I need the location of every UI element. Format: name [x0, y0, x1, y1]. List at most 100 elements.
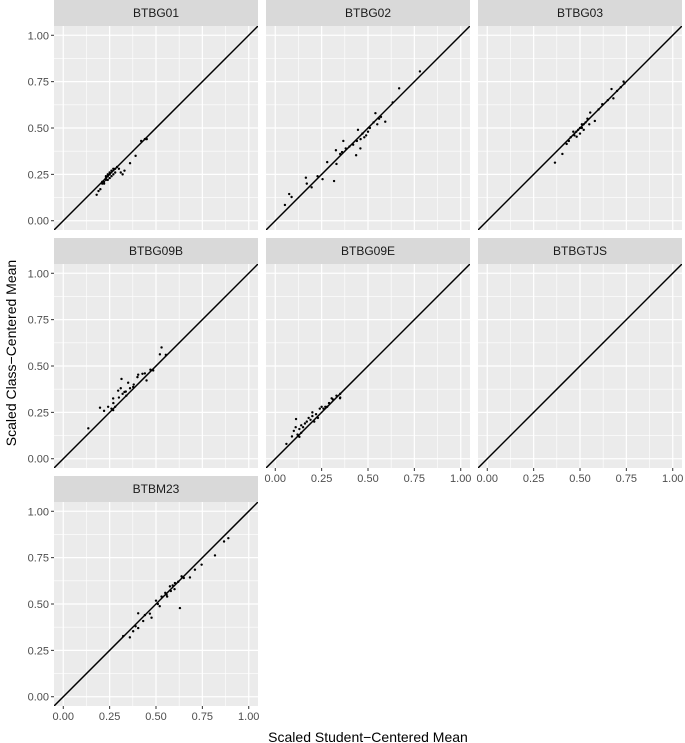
x-tick-label: 0.00 [477, 473, 498, 485]
data-point [311, 414, 314, 418]
data-point [366, 130, 370, 133]
data-point [340, 150, 344, 154]
data-point [104, 178, 108, 182]
data-point [576, 128, 580, 132]
data-point [351, 143, 355, 146]
facet-strip [478, 238, 682, 264]
data-point [136, 612, 140, 615]
data-point [561, 152, 564, 156]
data-point [565, 142, 568, 146]
data-point [99, 188, 102, 191]
data-point [298, 435, 301, 439]
facet-title: BTBG02 [345, 6, 391, 20]
facet-strip [54, 0, 258, 26]
data-point [326, 160, 329, 164]
data-point [374, 111, 377, 115]
data-point [580, 123, 584, 126]
data-point [287, 192, 291, 196]
data-point [300, 424, 303, 427]
data-point [156, 602, 160, 606]
data-point [377, 117, 381, 120]
data-point [200, 563, 203, 566]
data-point [331, 398, 334, 401]
data-point [164, 591, 167, 595]
y-tick-label: 0.25 [28, 169, 49, 181]
data-point [141, 372, 144, 375]
data-point [304, 176, 308, 179]
data-point [326, 405, 329, 408]
data-point [178, 606, 182, 610]
data-point [327, 401, 331, 405]
facet-strip [266, 238, 470, 264]
data-point [283, 203, 287, 207]
data-point [169, 589, 173, 593]
data-point [364, 134, 368, 137]
y-tick-label: 0.50 [28, 361, 49, 373]
x-tick-label: 0.25 [99, 711, 120, 723]
data-point [580, 126, 584, 130]
y-tick-label: 0.50 [28, 123, 49, 135]
data-point [597, 108, 600, 111]
data-point [322, 407, 325, 410]
x-tick-label: 0.50 [145, 711, 166, 723]
data-point [622, 80, 625, 83]
facet-title: BTBG09B [129, 244, 183, 258]
x-tick-label: 0.00 [53, 711, 74, 723]
data-point [114, 171, 117, 174]
y-tick-label: 0.75 [28, 315, 49, 327]
data-point [309, 418, 312, 421]
data-point [117, 167, 121, 170]
data-point [324, 405, 327, 408]
data-point [95, 193, 98, 196]
data-point [126, 381, 130, 384]
data-point [106, 178, 109, 182]
data-point [104, 175, 108, 178]
data-point [348, 145, 351, 148]
x-tick-label: 1.00 [238, 711, 259, 723]
data-point [121, 392, 124, 396]
data-point [128, 387, 132, 390]
data-point [97, 189, 100, 193]
data-point [158, 605, 161, 608]
data-point [582, 128, 585, 132]
data-point [160, 595, 163, 598]
x-tick-label: 0.00 [265, 473, 286, 485]
data-point [87, 427, 90, 430]
data-point [589, 111, 592, 114]
y-tick-label: 0.00 [28, 692, 49, 704]
data-point [112, 173, 115, 176]
data-point [338, 152, 342, 156]
data-point [578, 132, 582, 135]
data-point [148, 612, 152, 615]
data-point [586, 117, 589, 120]
identity-line [54, 264, 258, 468]
data-point [593, 119, 597, 123]
data-point [108, 173, 111, 176]
data-point [111, 408, 115, 412]
y-tick-label: 0.25 [28, 645, 49, 657]
data-point [177, 580, 180, 583]
data-point [102, 180, 106, 183]
data-point [152, 369, 155, 372]
data-point [305, 420, 308, 423]
data-point [368, 126, 372, 130]
data-point [584, 121, 587, 124]
data-point [136, 626, 140, 630]
data-point [335, 394, 338, 397]
data-point [316, 175, 319, 178]
data-point [111, 397, 115, 400]
data-point [303, 422, 307, 425]
data-point [356, 128, 360, 132]
data-point [313, 420, 316, 423]
y-tick-label: 0.75 [28, 77, 49, 89]
data-point [112, 401, 115, 405]
x-axis-title: Scaled Student−Centered Mean [268, 729, 468, 743]
y-axis-title: Scaled Class−Centered Mean [3, 260, 19, 446]
data-point [173, 581, 177, 585]
facet-title: BTBG03 [557, 6, 603, 20]
facet-title: BTBGTJS [553, 244, 607, 258]
data-point [110, 169, 113, 172]
data-point [298, 427, 301, 431]
data-point [359, 147, 362, 150]
